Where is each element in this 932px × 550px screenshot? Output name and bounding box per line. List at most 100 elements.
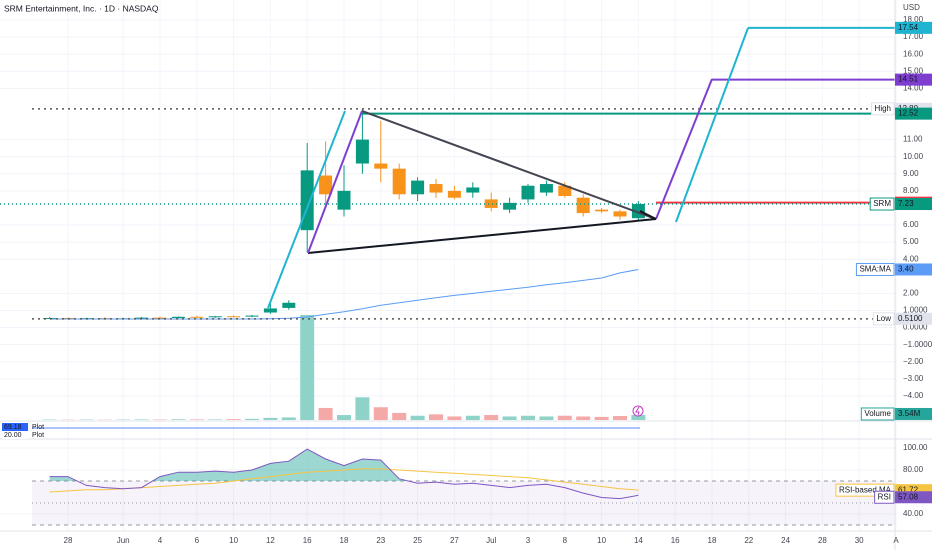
- price-tag-name-box: [869, 197, 895, 211]
- candle-body: [282, 302, 296, 308]
- price-tag: [895, 21, 932, 34]
- volume-bar: [613, 416, 627, 420]
- price-tag: [895, 107, 932, 120]
- candle-body: [521, 185, 535, 200]
- price-tag-label: 61.72: [898, 485, 919, 494]
- x-tick-label: 23: [376, 536, 385, 545]
- x-tick-label: Jul: [486, 536, 496, 545]
- x-tick-label: 10: [229, 536, 238, 545]
- candle-body: [171, 316, 185, 318]
- price-tag-name-box: [855, 262, 895, 276]
- candle-body: [392, 168, 406, 195]
- price-tag: [895, 198, 932, 211]
- trendline: [267, 110, 346, 309]
- x-tick-label: 24: [781, 536, 790, 545]
- plot-name: Plot: [32, 432, 44, 439]
- price-tag-label: 12.52: [898, 109, 919, 118]
- x-tick-label: 16: [303, 536, 312, 545]
- price-tag: [895, 491, 932, 504]
- y-tick-label: 9.00: [903, 169, 919, 178]
- volume-bar: [502, 416, 517, 420]
- candle-body: [595, 209, 609, 212]
- trendline: [639, 210, 657, 220]
- volume-bar: [189, 419, 204, 420]
- price-tag-label: 3.40: [898, 265, 914, 274]
- rsi-tick-label: 80.00: [903, 465, 924, 474]
- volume-bar: [318, 407, 333, 420]
- candle-body: [503, 202, 517, 210]
- volume-bar: [263, 417, 278, 420]
- candle-body: [245, 315, 259, 317]
- candle-body: [429, 184, 443, 193]
- price-tag-label: 3.54M: [898, 409, 921, 418]
- plot-value: 69.18: [4, 424, 22, 431]
- x-tick-label: 22: [744, 536, 753, 545]
- price-tag: [895, 263, 932, 276]
- x-tick-label: 30: [855, 536, 864, 545]
- x-tick-label: 3: [526, 536, 531, 545]
- y-tick-label: 6.00: [903, 220, 919, 229]
- candle-body: [576, 197, 590, 214]
- chart-title: SRM Entertainment, Inc. · 1D · NASDAQ: [4, 3, 159, 13]
- candle-body: [355, 139, 369, 164]
- price-tag: [895, 73, 932, 86]
- y-tick-label: 4.00: [903, 254, 919, 263]
- rsi-tick-label: 100.00: [903, 443, 928, 452]
- y-tick-label: 5.00: [903, 237, 919, 246]
- volume-bar: [631, 414, 646, 420]
- candle-body: [613, 211, 627, 217]
- y-tick-label: 8.00: [903, 186, 919, 195]
- trendline: [307, 110, 363, 254]
- x-tick-label: 4: [158, 536, 163, 545]
- volume-bar: [226, 419, 241, 420]
- projection: [675, 27, 749, 223]
- event-icon-glyph: [635, 406, 640, 416]
- price-tag-name: RSI: [878, 492, 891, 501]
- volume-bar: [392, 412, 407, 420]
- price-tag-label: 17.54: [898, 23, 919, 32]
- candle-body: [484, 199, 498, 208]
- x-tick-label: 25: [413, 536, 422, 545]
- plot-area: [0, 26, 895, 526]
- y-tick-label: 1.0000: [903, 306, 928, 315]
- volume-bar: [337, 415, 351, 420]
- x-tick-label: 10: [597, 536, 606, 545]
- price-tag-label: 7.23: [898, 199, 914, 208]
- y-tick-label: 16.00: [903, 49, 924, 58]
- x-tick-label: 28: [818, 536, 827, 545]
- x-tick-label: 18: [340, 536, 349, 545]
- trendline: [361, 110, 657, 220]
- dividend-icon: [632, 405, 644, 417]
- price-tag-name-box: [860, 407, 895, 421]
- candle-body: [447, 190, 461, 198]
- volume-bar: [447, 416, 462, 420]
- x-tick-label: 16: [671, 536, 680, 545]
- volume-bar: [484, 415, 499, 420]
- x-tick-label: 27: [450, 536, 459, 545]
- plot-value: 20.00: [4, 432, 22, 439]
- volume-bar: [281, 417, 296, 420]
- price-tag-label: 0.5100: [898, 314, 923, 323]
- price-tag: [895, 407, 932, 420]
- candle-body: [558, 185, 572, 196]
- volume-bar: [521, 415, 535, 420]
- x-tick-label: 28: [64, 536, 73, 545]
- volume-bar: [355, 397, 370, 420]
- rsi-line: [49, 448, 639, 500]
- price-tag-label: 14.51: [898, 75, 919, 84]
- x-tick-label: 18: [708, 536, 717, 545]
- price-tag-name: RSI-based MA: [839, 485, 892, 494]
- price-tag-name: SRM: [873, 199, 891, 208]
- x-tick-label: Jun: [117, 536, 130, 545]
- volume-bar: [539, 416, 554, 420]
- y-tick-label: 18.00: [903, 15, 924, 24]
- projection: [655, 78, 713, 220]
- rsi-band: [32, 481, 895, 526]
- rsi-tick-label: 40.00: [903, 509, 924, 518]
- volume-bar: [465, 415, 480, 420]
- y-tick-label: 14.00: [903, 83, 924, 92]
- x-tick-label: 6: [195, 536, 200, 545]
- y-tick-label: −4.00: [903, 391, 924, 400]
